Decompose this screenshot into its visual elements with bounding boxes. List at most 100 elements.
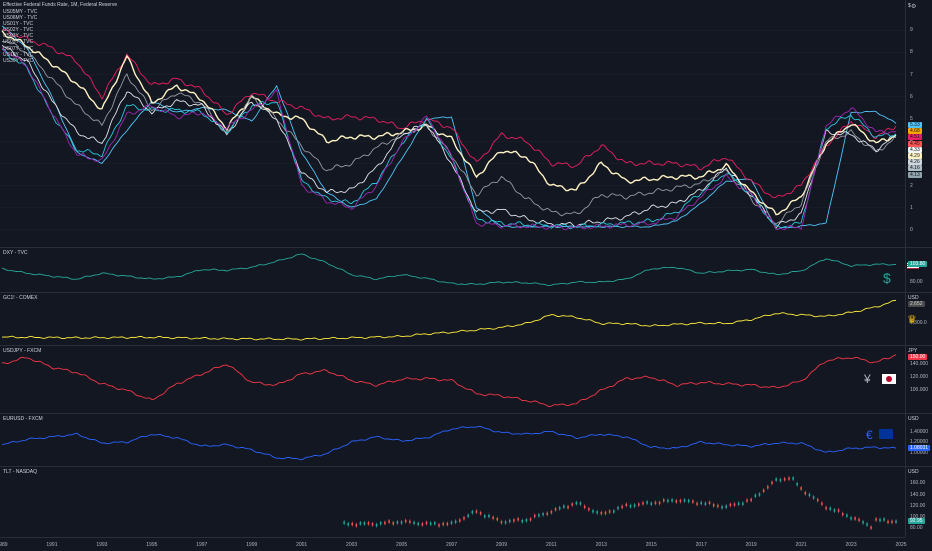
y-tick-label: 100.00 [910, 514, 926, 521]
time-axis[interactable]: 1989 1991 1993 1995 1997 1999 2001 2003 2005 2007… [0, 537, 907, 551]
candle-body [775, 478, 777, 481]
pane-separator[interactable] [0, 247, 932, 248]
candle-body [600, 511, 603, 515]
y-tick-label: 7 [910, 71, 913, 78]
last-value-badge: 4.51 [908, 134, 922, 141]
series-line-1 [1, 29, 897, 199]
candle-body [891, 520, 893, 524]
candle-body [687, 499, 690, 503]
rates-legend: US05MY - TVC US06MY - TVC US01Y - TVC US02Y… [3, 9, 37, 64]
y-tick-label: 6 [910, 93, 913, 100]
rates-pane[interactable]: Effective Federal Funds Rate, 1M, Federa… [0, 0, 932, 247]
x-tick-label: 1997 [196, 542, 208, 548]
candle-body [567, 506, 569, 509]
candle-body [438, 524, 440, 527]
candle-body [875, 518, 877, 521]
gear-icon[interactable]: ⚙ [911, 4, 917, 10]
candle-body [717, 504, 719, 508]
usdjpy-plot[interactable]: USDJPY - FXCM ¥ [0, 346, 905, 413]
candle-body [629, 504, 632, 508]
legend-entry: US05MY - TVC [3, 9, 38, 15]
rates-plot[interactable]: Effective Federal Funds Rate, 1M, Federa… [0, 0, 905, 247]
candle-body [721, 506, 723, 509]
candle-body [425, 521, 428, 525]
candle-body [658, 501, 661, 505]
x-tick-label: 2019 [745, 542, 757, 548]
scale-currency: JPY [908, 348, 918, 354]
candle-body [579, 502, 582, 505]
pane-separator[interactable] [0, 292, 932, 293]
pane-separator[interactable] [0, 413, 932, 414]
candle-body [500, 521, 503, 524]
pane-separator[interactable] [0, 466, 932, 467]
candle-body [504, 521, 507, 524]
last-value-badge: 4.26 [908, 159, 922, 166]
usdjpy-price-scale[interactable]: JPY 140.000 120.000 100.000 150.00 [882, 346, 932, 413]
eurusd-plot[interactable]: EURUSD - FXCM € [0, 414, 905, 466]
candle-body [788, 477, 790, 480]
candle-body [642, 502, 644, 505]
candle-body [404, 519, 407, 523]
last-value-badge: 4.33 [908, 146, 922, 153]
usdjpy-title: USDJPY - FXCM [3, 348, 42, 354]
tlt-plot[interactable]: TLT - NASDAQ [0, 467, 905, 537]
x-tick-label: 2021 [795, 542, 807, 548]
candle-body [479, 511, 482, 515]
gold-pane[interactable]: GC1! - COMEX ♛ USD 1,300.0 2,652 [0, 293, 932, 345]
candle-body [862, 521, 864, 524]
candle-body [637, 503, 640, 506]
dxy-pane[interactable]: DXY - TVC $ 80.00 103.80 [0, 248, 932, 292]
eurusd-price-scale[interactable]: USD 1.40000 1.20000 1.00000 1.08031 [879, 414, 932, 466]
candle-body [692, 500, 694, 503]
candle-body [355, 524, 358, 527]
candle-body [596, 511, 598, 514]
candle-body [508, 519, 511, 523]
x-tick-label: 2011 [545, 542, 557, 548]
dxy-price-scale[interactable]: 80.00 103.80 [905, 248, 932, 292]
tlt-chart-svg [343, 475, 897, 531]
dxy-chart-svg [1, 253, 897, 287]
scale-currency: $ [908, 3, 911, 9]
candle-body [816, 498, 819, 502]
candle-body [409, 520, 411, 524]
candle-body [392, 522, 395, 525]
candle-body [779, 478, 782, 482]
yen-icon: ¥ [864, 372, 871, 386]
last-value-badge: 150.00 [908, 354, 928, 361]
candle-body [754, 494, 757, 497]
eurusd-pane[interactable]: EURUSD - FXCM € USD 1.40000 1.20000 1.00000… [0, 414, 932, 466]
candle-body [351, 522, 354, 526]
gold-chart-svg [1, 299, 897, 341]
candle-body [450, 521, 453, 524]
candle-body [758, 493, 761, 496]
series-line-0 [1, 25, 897, 230]
candle-body [343, 521, 345, 524]
tlt-price-scale[interactable]: USD 160.00 140.00 120.00 100.00 80.00 92.95 [905, 467, 932, 537]
crown-icon: ♛ [907, 314, 917, 326]
candle-body [367, 522, 370, 525]
tlt-pane[interactable]: TLT - NASDAQ USD 160.00 140.00 120.00 100.00… [0, 467, 932, 537]
candle-body [750, 498, 752, 502]
y-tick-label: 120.000 [910, 374, 929, 381]
candle-body [654, 501, 657, 505]
candle-body [517, 518, 519, 521]
candle-body [808, 493, 811, 497]
series-line-2 [1, 30, 897, 216]
gold-plot[interactable]: GC1! - COMEX [0, 293, 905, 345]
pane-separator[interactable] [0, 345, 932, 346]
gold-price-scale[interactable]: ♛ USD 1,300.0 2,652 [905, 293, 932, 345]
legend-entry: US05Y - TVC [3, 39, 34, 46]
candle-body [737, 502, 740, 505]
candle-body [825, 506, 827, 510]
candle-body [463, 517, 465, 520]
x-tick-label: 2003 [346, 542, 358, 548]
candle-body [742, 502, 744, 505]
dollar-icon: $ [883, 270, 891, 286]
candle-body [846, 514, 848, 517]
candle-body [704, 502, 707, 506]
candle-body [650, 502, 653, 505]
usdjpy-pane[interactable]: USDJPY - FXCM ¥ JPY 140.000 120.000 100.000… [0, 346, 932, 413]
rates-price-scale[interactable]: 9876543210$5.334.684.514.454.334.294.264… [905, 0, 932, 247]
dxy-plot[interactable]: DXY - TVC $ [0, 248, 905, 292]
candle-body [533, 514, 536, 518]
